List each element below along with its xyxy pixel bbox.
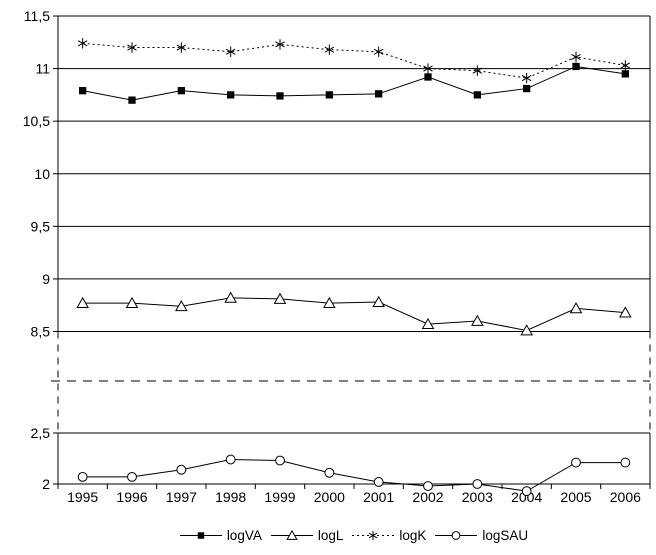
legend-sample-logl-icon <box>270 529 313 540</box>
legend-item-logva: logVA <box>179 528 262 543</box>
line-chart-svg: 11,5 11 10,5 10 9,5 9 8,5 2,5 2 1995 1996 1997 1998 1… <box>22 8 651 505</box>
legend-label-logk: logK <box>399 528 427 543</box>
series-line-logL <box>82 297 626 331</box>
x-tick-label: 2004 <box>511 489 542 505</box>
series-markers-logVA <box>79 62 629 104</box>
legend-sample-logsau-icon <box>435 531 478 540</box>
x-tick-label: 2002 <box>412 489 443 505</box>
series-markers-logSAU <box>77 454 631 497</box>
x-tick-label: 2000 <box>314 489 345 505</box>
y-tick-label: 2,5 <box>31 425 51 441</box>
y-tick-label: 8,5 <box>31 324 51 340</box>
y-tick-label: 10,5 <box>23 113 50 129</box>
x-tick-label: 1995 <box>67 489 98 505</box>
series-markers-logK <box>77 38 631 84</box>
x-tick-label: 1999 <box>264 489 295 505</box>
y-tick-label: 11,5 <box>24 8 50 24</box>
y-tick-label: 10 <box>34 166 50 182</box>
legend-sample-logk-icon <box>352 530 395 541</box>
series-line-logK <box>82 42 626 79</box>
legend-sample-logva-icon <box>179 532 222 539</box>
y-tick-label: 9,5 <box>31 218 51 234</box>
y-tick-label: 2 <box>42 476 50 492</box>
legend-label-logva: logVA <box>226 528 262 543</box>
legend-item-logk: logK <box>352 528 426 543</box>
x-tick-label: 2006 <box>610 489 641 505</box>
x-tick-label: 1996 <box>116 489 147 505</box>
y-tick-label: 9 <box>42 271 50 287</box>
legend-label-logl: logL <box>317 528 344 543</box>
x-tick-label: 2001 <box>363 489 394 505</box>
series-line-logVA <box>82 65 626 101</box>
x-tick-label: 2005 <box>560 489 591 505</box>
series-markers-logL <box>76 291 632 336</box>
legend-label-logsau: logSAU <box>482 528 529 543</box>
legend-item-logl: logL <box>270 528 344 543</box>
y-tick-label: 11 <box>35 61 50 77</box>
x-tick-label: 1998 <box>215 489 246 505</box>
series-line-logSAU <box>82 459 626 492</box>
legend-item-logsau: logSAU <box>435 528 528 543</box>
x-tick-label: 1997 <box>166 489 197 505</box>
x-tick-label: 2003 <box>462 489 493 505</box>
chart-legend: logVA logL logK logSAU <box>0 528 656 543</box>
